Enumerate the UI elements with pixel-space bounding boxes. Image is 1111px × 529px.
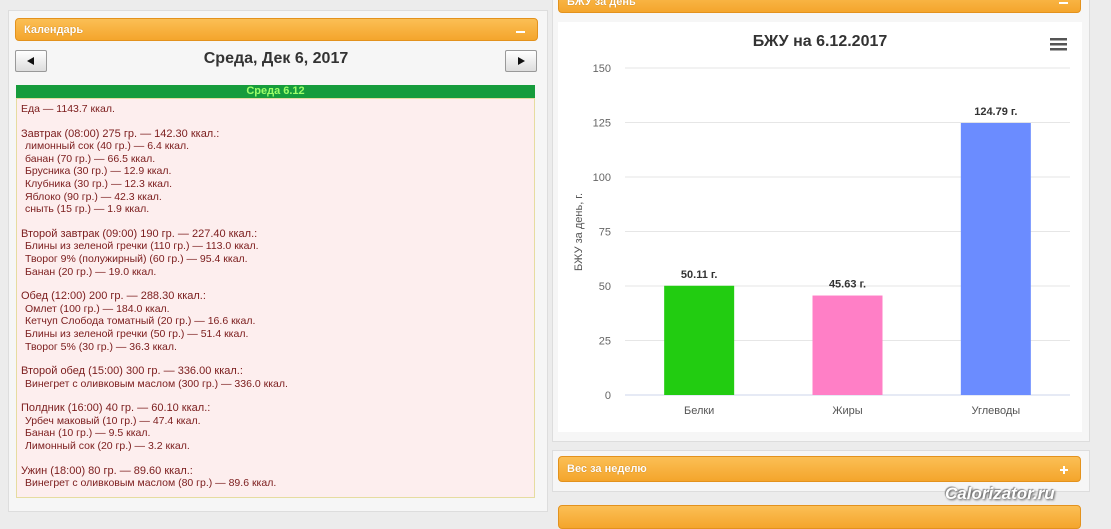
meal-title: Обед (12:00) 200 гр. — 288.30 ккал.: (21, 290, 206, 303)
meal-item: Блины из зеленой гречки (50 гр.) — 51.4 … (25, 327, 249, 340)
next-header[interactable] (558, 505, 1081, 529)
meal-item: сныть (15 гр.) — 1.9 ккал. (25, 203, 150, 216)
value-label: 124.79 г. (974, 106, 1017, 118)
food-list: Еда — 1143.7 ккал. Завтрак (08:00) 275 г… (16, 98, 535, 498)
arrow (27, 57, 34, 65)
bar (812, 295, 883, 395)
meal-item: Винегрет с оливковым маслом (300 гр.) — … (25, 377, 288, 390)
x-tick-label: Углеводы (971, 405, 1020, 417)
y-axis-label: БЖУ за день, г. (573, 193, 585, 271)
value-label: 50.11 г. (681, 269, 718, 281)
y-tick-label: 100 (593, 172, 611, 184)
meal-title: Второй обед (15:00) 300 гр. — 336.00 кка… (21, 365, 243, 378)
meal-item: Урбеч маковый (10 гр.) — 47.4 ккал. (25, 414, 201, 427)
weight-title: Вес за неделю (567, 463, 647, 475)
arrow (518, 57, 525, 65)
y-tick-label: 25 (599, 336, 611, 348)
x-tick-label: Белки (684, 405, 714, 417)
meal-item: Творог 5% (30 гр.) — 36.3 ккал. (25, 340, 177, 353)
meal-title: Завтрак (08:00) 275 гр. — 142.30 ккал.: (21, 127, 220, 140)
y-tick-label: 75 (599, 227, 611, 239)
meal-item: Омлет (100 гр.) — 184.0 ккал. (25, 302, 170, 315)
chart-title: БЖУ на 6.12.2017 (753, 33, 888, 50)
x-tick-label: Жиры (832, 405, 862, 417)
prev-button[interactable] (15, 50, 47, 72)
meal-item: Кетчуп Слобода томатный (20 гр.) — 16.6 … (25, 315, 256, 328)
next-button[interactable] (505, 50, 537, 72)
y-tick-label: 150 (593, 63, 611, 75)
meal-item: Банан (20 гр.) — 19.0 ккал. (25, 265, 157, 278)
y-tick-label: 50 (599, 281, 611, 293)
bju-title: БЖУ за день (567, 0, 636, 8)
meal-item: Яблоко (90 гр.) — 42.3 ккал. (25, 190, 162, 203)
meal-item: банан (70 гр.) — 66.5 ккал. (25, 152, 156, 165)
value-label: 45.63 г. (829, 279, 866, 291)
meal-item: Клубника (30 гр.) — 12.3 ккал. (25, 177, 173, 190)
y-tick-label: 0 (605, 390, 611, 402)
page: Календарь Среда, Дек 6, 2017 Среда 6.12 … (8, 0, 1090, 529)
menu-icon[interactable] (1050, 38, 1067, 51)
watermark: Calorizator.ru (945, 484, 1055, 503)
meal-item: лимонный сок (40 гр.) — 6.4 ккал. (25, 140, 190, 153)
total: Еда — 1143.7 ккал. (21, 103, 115, 115)
day-header: Среда 6.12 (16, 85, 535, 98)
meal-item: Блины из зеленой гречки (110 гр.) — 113.… (25, 240, 259, 253)
collapse-icon (516, 31, 525, 33)
calendar-title: Календарь (24, 24, 84, 36)
meal-item: Брусника (30 гр.) — 12.9 ккал. (25, 165, 172, 178)
collapse-icon (1059, 2, 1068, 4)
bar (960, 122, 1031, 396)
bar (664, 285, 735, 395)
expand-icon (1063, 466, 1065, 474)
bju-header[interactable]: БЖУ за день (558, 0, 1081, 13)
meal-item: Банан (10 гр.) — 9.5 ккал. (25, 427, 151, 440)
meal-item: Творог 9% (полужирный) (60 гр.) — 95.4 к… (25, 252, 248, 265)
meal-item: Лимонный сок (20 гр.) — 3.2 ккал. (25, 440, 190, 453)
weight-header[interactable]: Вес за неделю (558, 456, 1081, 482)
date: Среда, Дек 6, 2017 (203, 50, 349, 67)
meal-title: Полдник (16:00) 40 гр. — 60.10 ккал.: (21, 402, 211, 415)
meal-item: Винегрет с оливковым маслом (80 гр.) — 8… (25, 477, 277, 490)
meal-title: Ужин (18:00) 80 гр. — 89.60 ккал.: (21, 464, 193, 477)
y-tick-label: 125 (593, 118, 611, 130)
chart: БЖУ на 6.12.2017 БЖУ за день, г. 0 25 50 75… (558, 22, 1082, 432)
calendar-header[interactable]: Календарь (15, 18, 538, 41)
meal-title: Второй завтрак (09:00) 190 гр. — 227.40 … (21, 227, 258, 240)
